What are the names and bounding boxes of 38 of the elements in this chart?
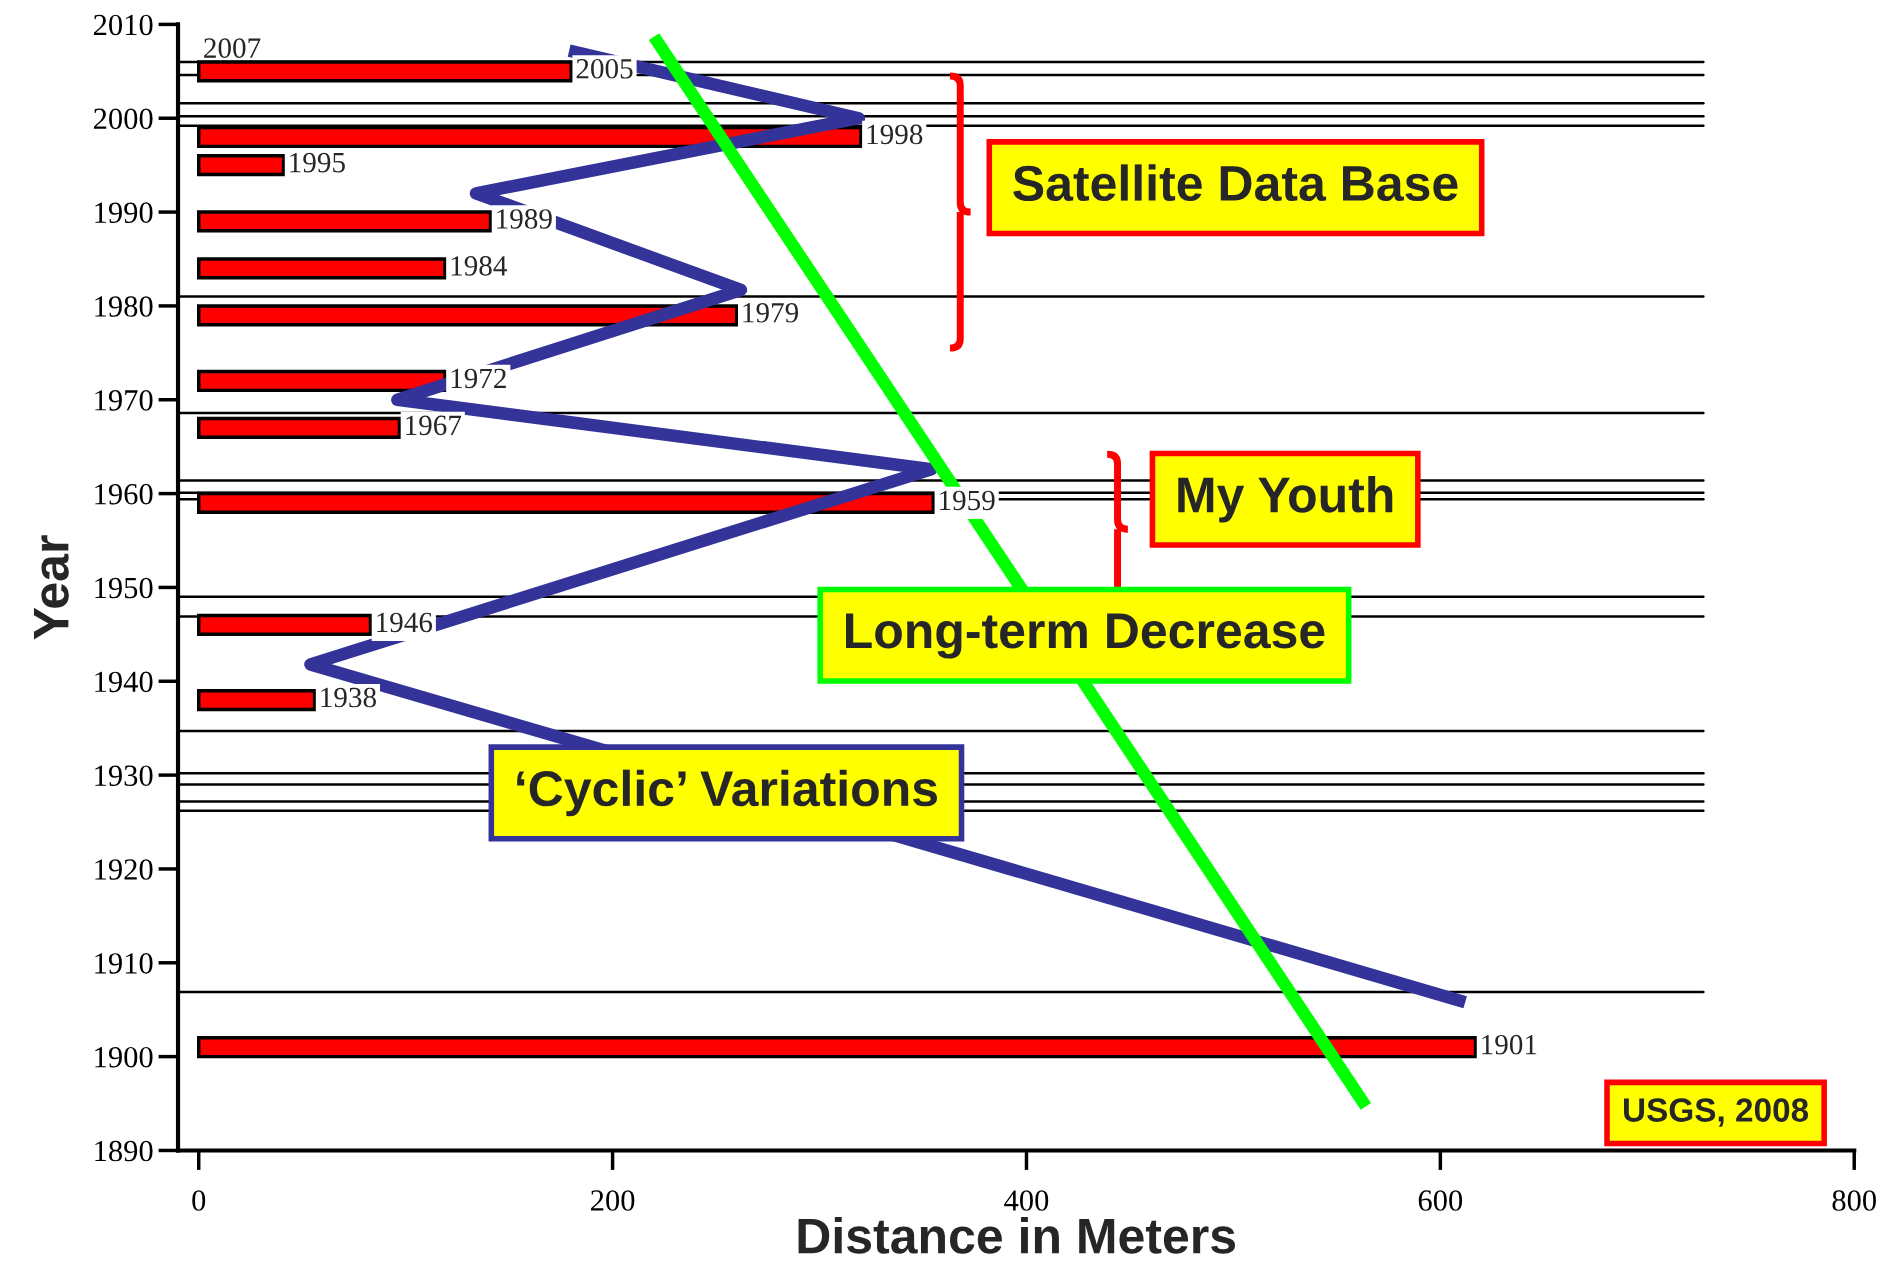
- annotation: 1967: [406, 415, 462, 436]
- y-tick-label: 1900: [95, 1046, 153, 1068]
- y-tick-label: 1980: [95, 296, 153, 317]
- y-tick-label: 2010: [93, 14, 153, 36]
- annotation: 1989: [497, 209, 552, 229]
- annotation: 1901: [1482, 1034, 1537, 1055]
- y-tick-label: 2000: [93, 108, 153, 130]
- y-tick-label: 1960: [95, 483, 153, 505]
- annotation: 1995: [290, 152, 345, 173]
- annotation: ‘Cyclic’ Variations: [517, 769, 937, 817]
- x-tick-label: 0: [192, 1190, 206, 1211]
- annotation: 1979: [743, 303, 799, 323]
- y-tick-label: 1890: [95, 1140, 153, 1162]
- y-tick-label: 1950: [95, 577, 153, 599]
- annotation: 1984: [451, 256, 507, 276]
- x-tick-label: 800: [1832, 1190, 1876, 1211]
- y-tick-label: 1940: [95, 671, 153, 693]
- annotation: 2005: [576, 58, 633, 79]
- x-axis-title: Distance in Meters: [798, 1217, 1236, 1254]
- y-tick-label: 1930: [95, 765, 153, 787]
- y-tick-label: 1920: [95, 859, 153, 880]
- annotation: 1972: [451, 368, 506, 389]
- y-tick-label: 1910: [95, 953, 153, 974]
- annotation: USGS, 2008: [1624, 1098, 1809, 1127]
- annotation: 1946: [377, 612, 433, 633]
- x-tick-label: 200: [591, 1190, 635, 1211]
- annotation: My Youth: [1178, 475, 1393, 523]
- annotation: Long-term Decrease: [846, 613, 1325, 659]
- y-tick-label: 1970: [95, 390, 153, 411]
- y-axis-title: Year: [33, 535, 69, 640]
- annotation: Satellite Data Base: [1013, 164, 1458, 202]
- x-tick-label: 600: [1418, 1190, 1463, 1211]
- annotation: 2007: [204, 38, 261, 58]
- annotation: 1959: [940, 490, 995, 511]
- y-tick-label: 1990: [95, 202, 153, 223]
- annotation: 1998: [867, 124, 923, 145]
- annotation: 1938: [321, 687, 376, 708]
- x-tick-label: 400: [1004, 1190, 1049, 1211]
